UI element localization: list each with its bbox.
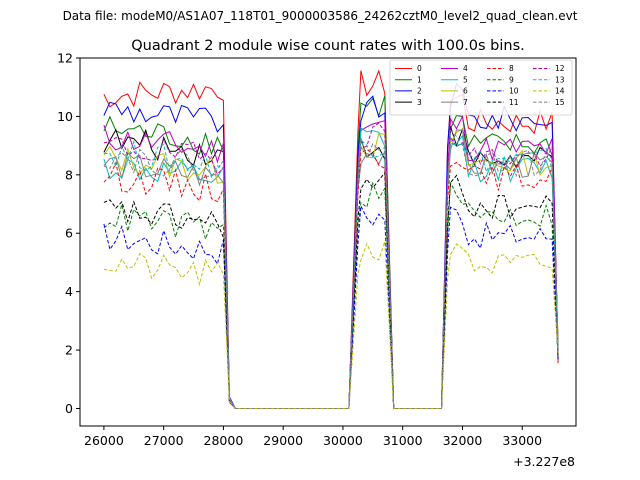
legend-label-3: 3 xyxy=(417,98,422,107)
x-axis: 26000 27000 28000 29000 30000 31000 32000 33000 xyxy=(84,426,542,448)
legend-label-2: 2 xyxy=(417,87,422,96)
legend-label-13: 13 xyxy=(555,75,565,84)
series-line-14 xyxy=(103,241,559,409)
series-line-4 xyxy=(103,114,559,409)
series-line-13 xyxy=(103,138,559,409)
x-tick-label: 30000 xyxy=(323,433,363,448)
x-tick-label: 33000 xyxy=(502,433,542,448)
y-tick-label: 4 xyxy=(65,284,73,299)
legend-label-5: 5 xyxy=(463,75,468,84)
data-file-label: Data file: modeM0/AS1A07_118T01_90000035… xyxy=(63,9,578,23)
legend-label-15: 15 xyxy=(555,98,565,107)
series-line-7 xyxy=(103,129,559,409)
x-tick-label: 28000 xyxy=(204,433,244,448)
y-tick-label: 12 xyxy=(57,51,73,66)
series-line-6 xyxy=(103,127,559,409)
legend-label-7: 7 xyxy=(463,98,468,107)
series-line-12 xyxy=(103,122,559,409)
legend-label-12: 12 xyxy=(555,64,565,73)
x-tick-label: 29000 xyxy=(263,433,303,448)
series-line-10 xyxy=(103,204,559,409)
series-line-8 xyxy=(103,149,559,409)
legend-label-11: 11 xyxy=(509,98,519,107)
x-offset-label: +3.227e8 xyxy=(513,454,575,469)
legend-label-8: 8 xyxy=(509,64,514,73)
y-tick-label: 6 xyxy=(65,226,73,241)
y-tick-label: 2 xyxy=(65,343,73,358)
x-tick-label: 26000 xyxy=(84,433,124,448)
x-tick-label: 27000 xyxy=(144,433,184,448)
legend-label-6: 6 xyxy=(463,87,468,96)
series-line-15 xyxy=(103,129,559,409)
series-line-2 xyxy=(103,82,559,409)
legend-box xyxy=(389,59,573,116)
x-tick-label: 31000 xyxy=(383,433,423,448)
legend-label-9: 9 xyxy=(509,75,514,84)
legend-label-10: 10 xyxy=(509,87,519,96)
y-tick-label: 8 xyxy=(65,167,73,182)
x-tick-label: 32000 xyxy=(443,433,483,448)
legend-label-14: 14 xyxy=(555,87,565,96)
y-axis: 0 2 4 6 8 10 12 xyxy=(57,51,80,416)
plot-frame xyxy=(79,57,577,427)
series-line-11 xyxy=(103,171,559,409)
y-tick-label: 0 xyxy=(65,401,73,416)
legend-label-4: 4 xyxy=(463,64,468,73)
chart-title: Quadrant 2 module wise count rates with … xyxy=(131,38,525,54)
legend-label-1: 1 xyxy=(417,75,422,84)
series-layer xyxy=(103,69,559,409)
series-line-1 xyxy=(103,95,559,409)
legend-label-0: 0 xyxy=(417,64,422,73)
y-tick-label: 10 xyxy=(57,109,73,124)
series-line-9 xyxy=(103,181,559,409)
